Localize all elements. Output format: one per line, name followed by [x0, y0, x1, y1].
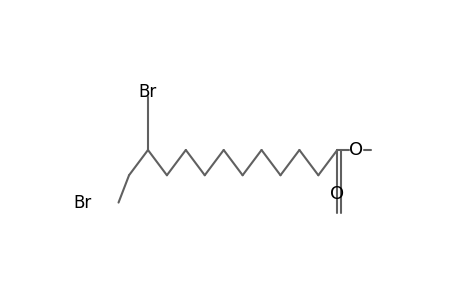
Text: Br: Br	[139, 83, 157, 101]
Text: O: O	[330, 184, 344, 202]
Text: O: O	[348, 141, 363, 159]
Text: Br: Br	[73, 194, 91, 211]
